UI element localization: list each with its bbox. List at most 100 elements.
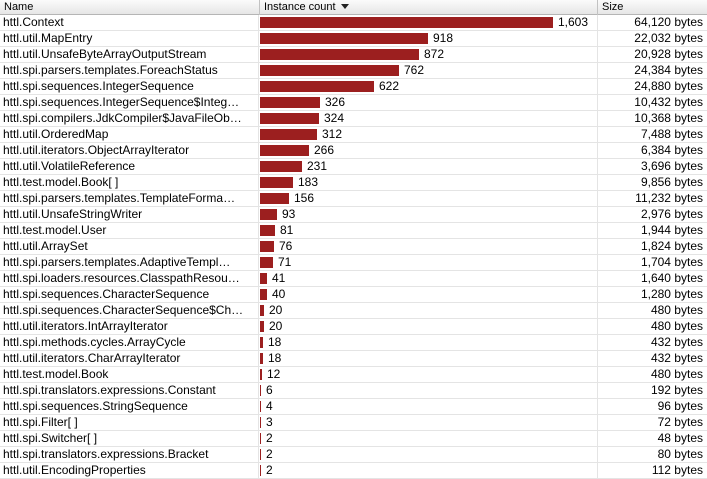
instance-count-value: 40 bbox=[272, 287, 286, 301]
class-name-cell: httl.spi.sequences.StringSequence bbox=[3, 399, 188, 413]
table-row[interactable]: httl.spi.translators.expressions.Constan… bbox=[0, 383, 707, 399]
class-name-cell: httl.util.VolatileReference bbox=[3, 159, 136, 173]
instance-count-bar bbox=[260, 321, 264, 332]
size-cell: 1,944 bytes bbox=[640, 223, 703, 237]
column-divider bbox=[597, 15, 598, 478]
table-row[interactable]: httl.spi.parsers.templates.AdaptiveTempl… bbox=[0, 255, 707, 271]
sort-descending-icon bbox=[340, 4, 349, 9]
table-row[interactable]: httl.util.iterators.IntArrayIterator 20 48… bbox=[0, 319, 707, 335]
instance-count-value: 312 bbox=[322, 127, 343, 141]
instance-count-cell: 326 bbox=[260, 95, 596, 110]
size-cell: 9,856 bytes bbox=[640, 175, 703, 189]
instance-count-value: 18 bbox=[268, 351, 282, 365]
size-cell: 24,880 bytes bbox=[634, 79, 703, 93]
table-row[interactable]: httl.spi.translators.expressions.Bracket… bbox=[0, 447, 707, 463]
size-cell: 112 bytes bbox=[651, 463, 703, 477]
class-name-cell: httl.test.model.User bbox=[3, 223, 107, 237]
table-row[interactable]: httl.util.VolatileReference 231 3,696 byte… bbox=[0, 159, 707, 175]
class-name-cell: httl.test.model.Book[ ] bbox=[3, 175, 119, 189]
table-row[interactable]: httl.Context 1,603 64,120 bytes bbox=[0, 15, 707, 31]
instance-count-bar bbox=[260, 449, 261, 460]
instance-count-value: 324 bbox=[324, 111, 345, 125]
size-cell: 96 bytes bbox=[657, 399, 703, 413]
class-name-cell: httl.spi.parsers.templates.TemplateForma… bbox=[3, 191, 236, 205]
class-name-cell: httl.spi.Switcher[ ] bbox=[3, 431, 98, 445]
column-header-instance-count[interactable]: Instance count bbox=[260, 0, 598, 15]
size-cell: 48 bytes bbox=[657, 431, 703, 445]
instance-count-cell: 12 bbox=[260, 367, 596, 382]
size-cell: 22,032 bytes bbox=[634, 31, 703, 45]
table-row[interactable]: httl.spi.parsers.templates.TemplateForma… bbox=[0, 191, 707, 207]
column-header-name[interactable]: Name bbox=[0, 0, 260, 15]
class-name-cell: httl.util.UnsafeStringWriter bbox=[3, 207, 143, 221]
table-row[interactable]: httl.spi.sequences.CharacterSequence 40 1,… bbox=[0, 287, 707, 303]
instance-count-cell: 872 bbox=[260, 47, 596, 62]
table-row[interactable]: httl.spi.methods.cycles.ArrayCycle 18 432 … bbox=[0, 335, 707, 351]
column-header-size[interactable]: Size bbox=[598, 0, 707, 15]
table-row[interactable]: httl.spi.Filter[ ] 3 72 bytes bbox=[0, 415, 707, 431]
instance-count-cell: 71 bbox=[260, 255, 596, 270]
instance-count-cell: 6 bbox=[260, 383, 596, 398]
table-row[interactable]: httl.util.UnsafeStringWriter 93 2,976 byte… bbox=[0, 207, 707, 223]
class-name-cell: httl.util.MapEntry bbox=[3, 31, 93, 45]
instance-count-value: 20 bbox=[269, 303, 283, 317]
size-cell: 480 bytes bbox=[650, 319, 703, 333]
size-cell: 1,640 bytes bbox=[640, 271, 703, 285]
instance-count-cell: 20 bbox=[260, 319, 596, 334]
instance-count-bar bbox=[260, 129, 317, 140]
instance-count-value: 12 bbox=[267, 367, 281, 381]
instance-count-cell: 76 bbox=[260, 239, 596, 254]
instance-count-cell: 4 bbox=[260, 399, 596, 414]
instance-count-cell: 918 bbox=[260, 31, 596, 46]
size-cell: 7,488 bytes bbox=[640, 127, 703, 141]
instance-count-bar bbox=[260, 465, 261, 476]
instance-count-bar bbox=[260, 17, 553, 28]
table-row[interactable]: httl.util.EncodingProperties 2 112 bytes bbox=[0, 463, 707, 479]
instance-count-bar bbox=[260, 161, 302, 172]
class-name-cell: httl.spi.translators.expressions.Constan… bbox=[3, 383, 216, 397]
table-row[interactable]: httl.spi.sequences.CharacterSequence$Ch…… bbox=[0, 303, 707, 319]
table-row[interactable]: httl.util.iterators.ObjectArrayIterator 2… bbox=[0, 143, 707, 159]
table-row[interactable]: httl.util.ArraySet 76 1,824 bytes bbox=[0, 239, 707, 255]
size-cell: 64,120 bytes bbox=[634, 15, 703, 29]
instance-count-cell: 622 bbox=[260, 79, 596, 94]
table-row[interactable]: httl.spi.sequences.StringSequence 4 96 byt… bbox=[0, 399, 707, 415]
instance-count-cell: 183 bbox=[260, 175, 596, 190]
table-row[interactable]: httl.spi.Switcher[ ] 2 48 bytes bbox=[0, 431, 707, 447]
instance-count-value: 872 bbox=[424, 47, 445, 61]
instance-count-value: 1,603 bbox=[558, 15, 589, 29]
instance-count-cell: 266 bbox=[260, 143, 596, 158]
instance-count-bar bbox=[260, 209, 277, 220]
table-row[interactable]: httl.util.MapEntry 918 22,032 bytes bbox=[0, 31, 707, 47]
instance-count-value: 76 bbox=[279, 239, 293, 253]
instance-count-cell: 231 bbox=[260, 159, 596, 174]
instance-count-cell: 312 bbox=[260, 127, 596, 142]
column-header-count-label: Instance count bbox=[264, 1, 336, 13]
instance-count-cell: 762 bbox=[260, 63, 596, 78]
class-name-cell: httl.util.EncodingProperties bbox=[3, 463, 146, 477]
table-row[interactable]: httl.spi.parsers.templates.ForeachStatus… bbox=[0, 63, 707, 79]
instance-count-value: 3 bbox=[266, 415, 273, 429]
table-row[interactable]: httl.test.model.Book[ ] 183 9,856 bytes bbox=[0, 175, 707, 191]
table-row[interactable]: httl.util.UnsafeByteArrayOutputStream 872… bbox=[0, 47, 707, 63]
table-row[interactable]: httl.spi.sequences.IntegerSequence$Integ… bbox=[0, 95, 707, 111]
instance-count-bar bbox=[260, 369, 262, 380]
class-name-cell: httl.test.model.Book bbox=[3, 367, 109, 381]
table-row[interactable]: httl.test.model.Book 12 480 bytes bbox=[0, 367, 707, 383]
class-name-cell: httl.util.iterators.IntArrayIterator bbox=[3, 319, 168, 333]
instance-count-bar bbox=[260, 241, 274, 252]
table-row[interactable]: httl.spi.compilers.JdkCompiler$JavaFileO… bbox=[0, 111, 707, 127]
table-row[interactable]: httl.spi.loaders.resources.ClasspathReso… bbox=[0, 271, 707, 287]
instance-count-cell: 324 bbox=[260, 111, 596, 126]
instance-count-cell: 156 bbox=[260, 191, 596, 206]
instance-count-value: 18 bbox=[268, 335, 282, 349]
instance-count-cell: 2 bbox=[260, 447, 596, 462]
instance-count-bar bbox=[260, 113, 319, 124]
table-row[interactable]: httl.spi.sequences.IntegerSequence 622 24,… bbox=[0, 79, 707, 95]
table-row[interactable]: httl.util.iterators.CharArrayIterator 18 4… bbox=[0, 351, 707, 367]
table-row[interactable]: httl.test.model.User 81 1,944 bytes bbox=[0, 223, 707, 239]
table-row[interactable]: httl.util.OrderedMap 312 7,488 bytes bbox=[0, 127, 707, 143]
instance-count-bar bbox=[260, 385, 261, 396]
class-name-cell: httl.spi.sequences.CharacterSequence bbox=[3, 287, 210, 301]
class-name-cell: httl.util.UnsafeByteArrayOutputStream bbox=[3, 47, 207, 61]
